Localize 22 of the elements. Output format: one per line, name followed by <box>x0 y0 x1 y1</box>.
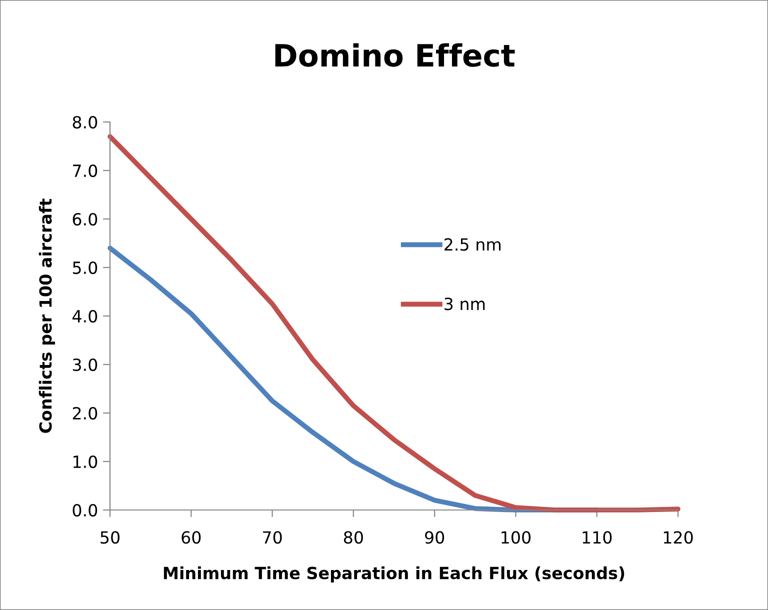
y-tick-label: 2.0 <box>72 406 98 420</box>
chart-title: Domino Effect <box>275 43 515 67</box>
y-axis-title: Conflicts per 100 aircraft <box>38 198 56 433</box>
x-axis-title: Minimum Time Separation in Each Flux (seconds) <box>164 566 624 583</box>
y-tick-label: 7.0 <box>73 164 98 178</box>
x-tick-label: 120 <box>664 531 693 544</box>
x-tick-label: 100 <box>502 531 531 544</box>
y-tick-label: 0.0 <box>72 504 98 517</box>
x-tick-label: 60 <box>182 531 201 544</box>
y-tick-label: 1.0 <box>74 455 98 468</box>
legend-label: 2.5 nm <box>444 238 501 251</box>
y-tick-label: 4.0 <box>72 310 98 323</box>
x-tick-label: 70 <box>263 531 282 544</box>
x-tick-label: 90 <box>425 531 444 544</box>
legend-label: 3 nm <box>444 298 485 310</box>
y-tick-label: 3.0 <box>72 358 98 372</box>
x-tick-label: 80 <box>344 531 363 544</box>
y-tick-label: 6.0 <box>72 212 98 226</box>
x-tick-label: 110 <box>582 531 612 544</box>
x-tick-label: 50 <box>100 531 120 544</box>
y-tick-label: 8.0 <box>72 116 98 129</box>
y-tick-label: 5.0 <box>72 261 98 274</box>
